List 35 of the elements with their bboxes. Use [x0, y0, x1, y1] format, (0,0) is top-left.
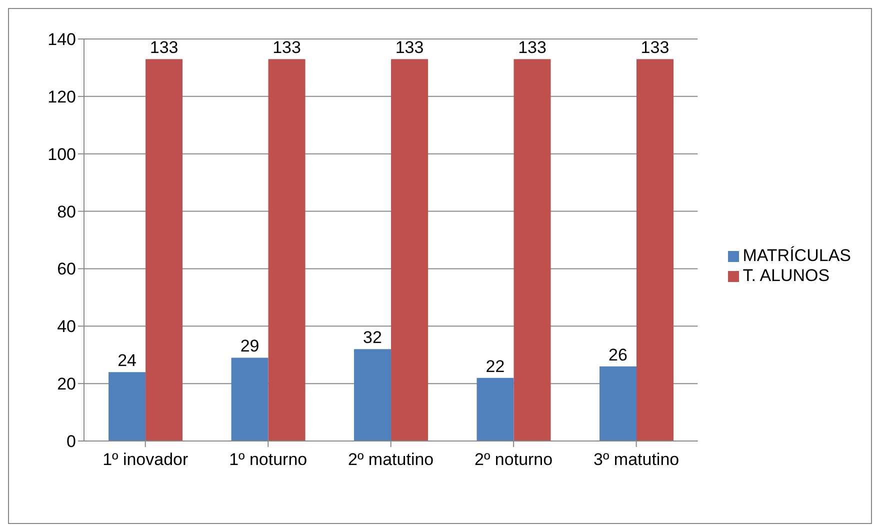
x-tick-label: 1º inovador	[102, 450, 188, 470]
bar	[599, 366, 636, 441]
bar	[476, 378, 514, 441]
data-label: 26	[608, 345, 628, 364]
data-label: 133	[518, 38, 546, 58]
bar	[514, 59, 551, 441]
bar	[391, 59, 428, 441]
x-tick-label: 3º matutino	[594, 450, 680, 470]
data-label: 29	[240, 336, 260, 356]
bar	[108, 372, 146, 441]
data-label: 133	[395, 38, 424, 58]
x-tick-label: 1º noturno	[229, 450, 308, 470]
data-label: 133	[640, 38, 670, 58]
y-tick-label: 60	[57, 260, 76, 279]
bar	[354, 349, 392, 441]
data-label: 133	[272, 38, 301, 58]
bar	[231, 358, 268, 441]
y-tick-label: 100	[48, 144, 76, 164]
data-label: 133	[150, 38, 178, 58]
y-tick-label: 120	[48, 87, 76, 106]
legend-label: MATRÍCULAS	[742, 246, 851, 265]
legend-label: T. ALUNOS	[742, 266, 830, 285]
x-tick-label: 2º noturno	[474, 450, 553, 470]
y-tick-label: 40	[57, 317, 76, 336]
data-label: 32	[363, 328, 382, 348]
data-label: 22	[486, 356, 505, 376]
y-tick-label: 140	[48, 30, 76, 50]
data-label: 24	[118, 351, 137, 370]
bar	[146, 59, 183, 441]
bar	[636, 59, 674, 441]
y-tick-label: 20	[57, 374, 76, 394]
y-tick-label: 0	[66, 432, 76, 452]
y-tick-label: 80	[57, 202, 76, 222]
bar	[268, 59, 306, 441]
x-tick-label: 2º matutino	[348, 450, 434, 470]
